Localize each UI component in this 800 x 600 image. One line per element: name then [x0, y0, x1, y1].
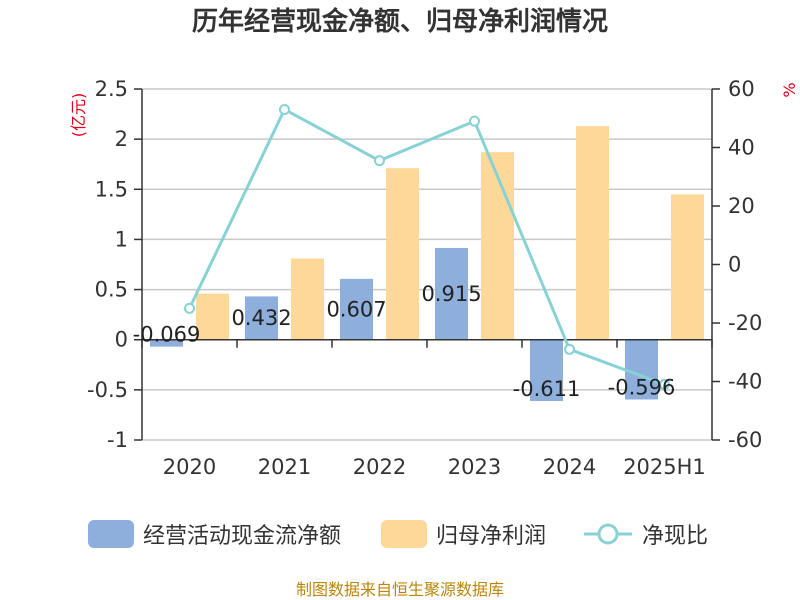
bars [150, 126, 704, 401]
legend-label-profit: 归母净利润 [436, 524, 546, 549]
legend-swatch-profit [381, 520, 427, 548]
line-series [184, 103, 670, 390]
x-tick-label: 2025H1 [623, 455, 706, 479]
bar-profit [386, 168, 419, 340]
bar-cashflow [530, 339, 563, 401]
line-ratio-point [564, 343, 575, 355]
line-ratio-point [374, 155, 385, 167]
right-tick-label: 40 [728, 136, 755, 160]
bar-cashflow-label: -0.596 [608, 375, 676, 399]
x-tick-label: 2023 [448, 455, 501, 479]
left-tick-label: 0 [115, 328, 128, 352]
chart-title: 历年经营现金净额、归母净利润情况 [192, 6, 608, 37]
line-ratio-point [279, 103, 290, 115]
bar-profit [196, 293, 229, 340]
bar-cashflow [340, 278, 373, 340]
x-tick-label: 2024 [543, 455, 596, 479]
bar-profit [671, 194, 704, 340]
left-axis-unit: (亿元) [69, 93, 88, 138]
bar-profit [481, 152, 514, 340]
legend: 经营活动现金流净额 归母净利润 净现比 [88, 520, 708, 549]
data-labels: -0.069 0.432 0.607 0.915 -0.611 -0.596 [133, 282, 676, 401]
x-tick-label: 2020 [163, 455, 216, 479]
left-tick-label: 1 [115, 227, 128, 251]
right-tick-label: -60 [728, 428, 762, 452]
x-tick-label: 2022 [353, 455, 406, 479]
line-ratio [188, 107, 666, 386]
left-tick-label: 2 [115, 127, 128, 151]
bar-cashflow [245, 296, 278, 340]
right-tick-label: -20 [728, 311, 762, 335]
grid [142, 88, 712, 441]
left-tick-label: 1.5 [95, 177, 128, 201]
source-note: 制图数据来自恒生聚源数据库 [296, 580, 504, 599]
legend-marker-ratio [597, 523, 619, 545]
left-tick-label: -0.5 [87, 378, 128, 402]
right-axis-unit: % [780, 82, 799, 97]
right-tick-label: 20 [728, 194, 755, 218]
bar-cashflow-label: 0.432 [231, 306, 291, 330]
right-tick-label: 0 [728, 253, 741, 277]
left-tick-label: 0.5 [95, 278, 128, 302]
bar-cashflow-label: -0.611 [513, 377, 581, 401]
bar-cashflow [150, 339, 183, 347]
line-ratio-point [659, 378, 670, 390]
x-tick-label: 2021 [258, 455, 311, 479]
bar-cashflow [435, 247, 468, 340]
line-ratio-point [184, 302, 195, 314]
legend-label-cashflow: 经营活动现金流净额 [143, 524, 341, 549]
left-tick-label: -1 [107, 428, 128, 452]
line-ratio-point [469, 115, 480, 127]
bar-profit [576, 126, 609, 340]
bar-cashflow-label: 0.607 [326, 297, 386, 321]
bar-profit [291, 258, 324, 340]
right-tick-label: -40 [728, 370, 762, 394]
bar-cashflow-label: -0.069 [133, 323, 201, 347]
legend-swatch-cashflow [88, 520, 134, 548]
bar-cashflow-label: 0.915 [421, 282, 481, 306]
left-tick-label: 2.5 [95, 77, 128, 101]
axes: 2.5 2 1.5 1 0.5 0 -0.5 -1 60 40 20 0 -20 -40 -60 2020 20… [87, 77, 762, 479]
legend-label-ratio: 净现比 [642, 524, 708, 549]
right-tick-label: 60 [728, 77, 755, 101]
bar-cashflow [625, 339, 658, 400]
